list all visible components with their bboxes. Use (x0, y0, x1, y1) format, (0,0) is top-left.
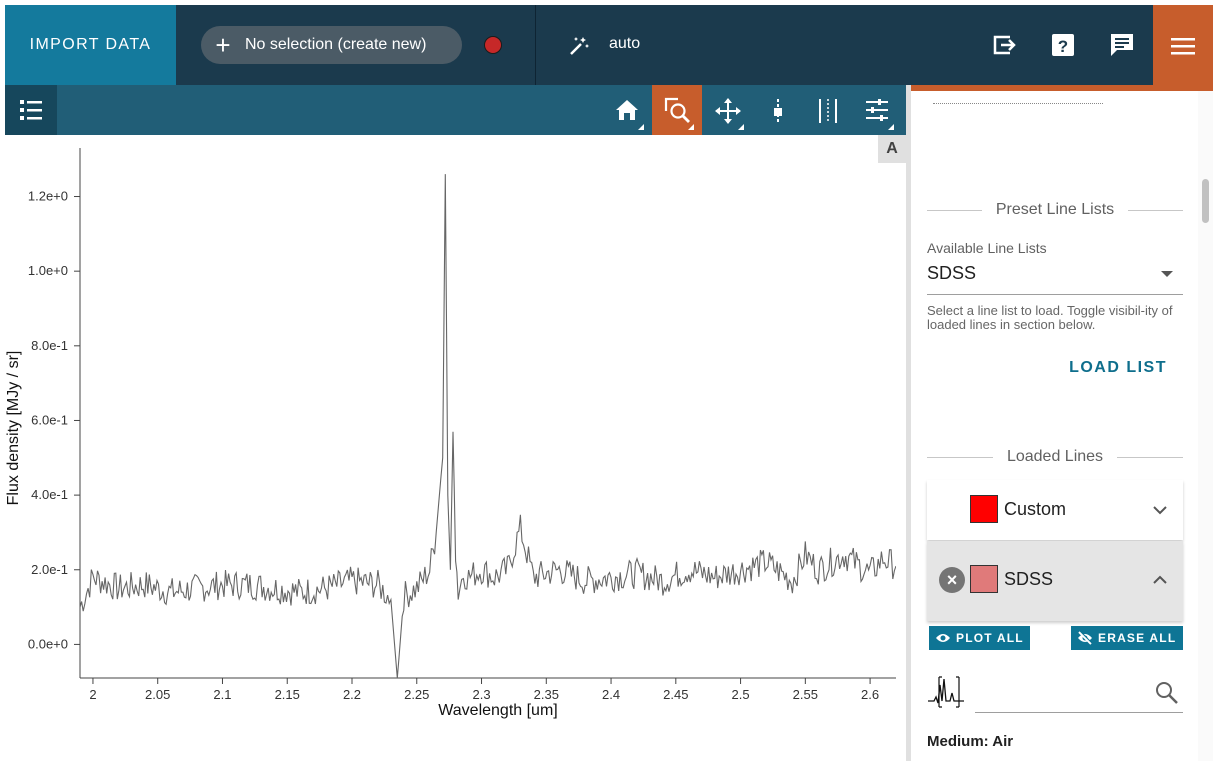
line-list-name: SDSS (1004, 569, 1054, 589)
settings-icon (866, 99, 888, 121)
section-divider (933, 103, 1103, 104)
line-search-input[interactable] (975, 712, 1183, 713)
scroll-thumb[interactable] (1202, 179, 1209, 223)
line-list-name: Custom (1004, 499, 1067, 519)
plot-all-button[interactable]: PLOT ALL (929, 626, 1030, 650)
zoom-box-tool-button[interactable] (652, 85, 702, 135)
x-tick-label: 2.25 (404, 687, 429, 702)
x-tick-label: 2.05 (145, 687, 170, 702)
remove-list-icon[interactable]: × (939, 567, 965, 593)
dropdown-caret-icon (1161, 271, 1173, 277)
x-tick-label: 2.5 (732, 687, 750, 702)
export-icon[interactable] (990, 31, 1018, 59)
y-tick-label: 1.2e+0 (28, 189, 68, 204)
chevron-down-icon[interactable] (1152, 502, 1168, 518)
color-swatch-sdss[interactable] (970, 565, 998, 593)
spectrum-plot[interactable]: 0.0e+0 2.0e-1 4.0e-1 6.0e-1 8.0e-1 1.0e+0 1.2e… (5, 135, 906, 755)
line-list-select[interactable]: SDSS (927, 259, 1183, 295)
available-line-lists-label: Available Line Lists (927, 240, 1047, 256)
tray-accent-strip (911, 85, 1154, 91)
pan-tool-button[interactable] (702, 85, 752, 135)
x-tick-label: 2.35 (534, 687, 559, 702)
range-select-icon (819, 99, 837, 123)
selection-mode-label[interactable]: auto (609, 35, 641, 52)
line-lists-tray: Preset Line Lists Available Line Lists S… (911, 91, 1198, 761)
medium-label: Medium: Air (927, 733, 1014, 750)
home-tool-button[interactable] (602, 85, 652, 135)
y-tick-label: 2.0e-1 (31, 562, 68, 577)
data-menu-button[interactable] (5, 85, 57, 135)
x-tick-label: 2 (89, 687, 96, 702)
appbar-divider (535, 5, 536, 85)
viewer-label-button[interactable]: A (878, 135, 906, 163)
subset-color-indicator[interactable] (484, 36, 502, 54)
line-list-panel-custom[interactable]: Custom (927, 480, 1183, 540)
svg-text:?: ? (1058, 37, 1068, 56)
preset-line-lists-header: Preset Line Lists (927, 201, 1183, 219)
y-tick-label: 1.0e+0 (28, 263, 68, 278)
x-tick-label: 2.45 (663, 687, 688, 702)
load-list-button[interactable]: LOAD LIST (1069, 359, 1167, 376)
app-bar: IMPORT DATA + No selection (create new) … (5, 5, 1213, 92)
home-icon (616, 100, 638, 120)
line-list-select-value: SDSS (927, 263, 977, 283)
x-tick-label: 2.2 (343, 687, 361, 702)
chevron-up-icon[interactable] (1152, 572, 1168, 588)
menu-icon (1171, 38, 1195, 55)
line-list-hint: Select a line list to load. Toggle visib… (927, 303, 1173, 332)
line-list-panel-sdss[interactable]: × SDSS (927, 541, 1183, 621)
zoom-box-icon (664, 97, 690, 123)
erase-all-button[interactable]: ERASE ALL (1071, 626, 1183, 650)
search-icon[interactable] (1155, 681, 1179, 705)
y-tick-label: 6.0e-1 (31, 412, 68, 427)
y-axis-label: Flux density [MJy / sr] (5, 351, 22, 506)
range-select-tool-button[interactable] (802, 85, 852, 135)
y-tick-label: 0.0e+0 (28, 636, 68, 651)
y-tick-label: 8.0e-1 (31, 338, 68, 353)
subset-selection-label: No selection (create new) (245, 36, 427, 53)
help-icon[interactable]: ? (1049, 31, 1077, 59)
spectrum-viewer[interactable]: 0.0e+0 2.0e-1 4.0e-1 6.0e-1 8.0e-1 1.0e+0 1.2e… (5, 135, 906, 755)
eye-off-icon (1078, 631, 1093, 645)
plus-icon: + (215, 30, 231, 60)
eye-icon (936, 634, 950, 642)
loaded-lines-header: Loaded Lines (927, 448, 1183, 466)
x-tick-label: 2.4 (602, 687, 620, 702)
x-tick-label: 2.1 (213, 687, 231, 702)
line-search-row (927, 669, 1183, 713)
spectral-lines-icon (928, 676, 964, 708)
x-tick-label: 2.55 (793, 687, 818, 702)
feedback-icon[interactable] (1108, 31, 1136, 59)
list-icon (20, 100, 42, 120)
x-tick-label: 2.3 (472, 687, 490, 702)
x-axis-label: Wavelength [um] (438, 702, 557, 719)
plot-options-tool-button[interactable] (852, 85, 902, 135)
x-tick-label: 2.6 (861, 687, 879, 702)
import-data-button[interactable]: IMPORT DATA (5, 5, 176, 85)
panel-splitter[interactable] (906, 85, 911, 761)
menu-button[interactable] (1153, 5, 1213, 92)
color-swatch-custom[interactable] (970, 495, 998, 523)
line-select-tool-button[interactable] (752, 85, 802, 135)
viewer-toolbar (5, 85, 906, 135)
tray-scrollbar[interactable] (1198, 91, 1213, 761)
line-select-icon (774, 99, 782, 123)
subset-selection-button[interactable]: + No selection (create new) (201, 26, 462, 64)
spectrum-series-line (80, 174, 896, 678)
pan-icon (715, 98, 741, 124)
magic-wand-icon[interactable] (568, 35, 590, 57)
y-tick-label: 4.0e-1 (31, 487, 68, 502)
x-tick-label: 2.15 (275, 687, 300, 702)
